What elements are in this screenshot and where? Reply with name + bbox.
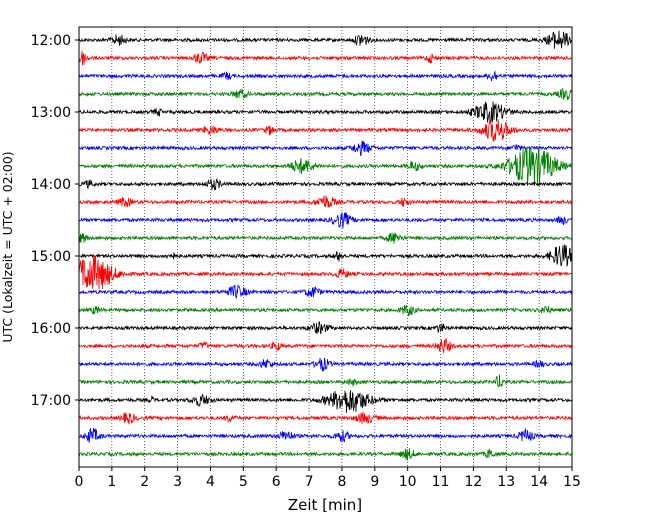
trace-line bbox=[78, 448, 573, 461]
trace-line bbox=[78, 30, 573, 49]
x-tick-label: 4 bbox=[206, 474, 215, 490]
trace-line bbox=[78, 195, 573, 208]
y-tick-label: 15:00 bbox=[31, 249, 71, 265]
x-tick-label: 0 bbox=[75, 474, 84, 490]
x-tick-label: 1 bbox=[107, 474, 116, 490]
y-tick-label: 16:00 bbox=[31, 321, 71, 337]
seismic-traces bbox=[78, 30, 573, 461]
y-tick-label: 12:00 bbox=[31, 33, 71, 49]
trace-line bbox=[78, 145, 573, 187]
trace-line bbox=[78, 118, 573, 142]
y-tick-label: 17:00 bbox=[31, 393, 71, 409]
x-axis: 0 1 2 3 4 5 6 7 8 9 10 11 12 13 14 15 bbox=[75, 467, 581, 490]
x-tick-label: 6 bbox=[272, 474, 281, 490]
x-tick-label: 11 bbox=[432, 474, 450, 490]
trace-line bbox=[78, 101, 573, 124]
x-tick-label: 2 bbox=[140, 474, 149, 490]
trace-line bbox=[78, 374, 573, 388]
trace-line bbox=[78, 389, 573, 413]
x-tick-label: 3 bbox=[173, 474, 182, 490]
x-tick-label: 10 bbox=[399, 474, 417, 490]
x-grid bbox=[111, 27, 540, 467]
trace-line bbox=[78, 357, 573, 372]
x-tick-label: 8 bbox=[337, 474, 346, 490]
trace-line bbox=[78, 337, 573, 354]
trace-line bbox=[78, 255, 573, 290]
trace-line bbox=[78, 50, 573, 66]
x-tick-label: 12 bbox=[464, 474, 482, 490]
y-tick-label: 14:00 bbox=[31, 177, 71, 193]
x-tick-label: 7 bbox=[305, 474, 314, 490]
y-axis: 12:00 13:00 14:00 15:00 16:00 17:00 bbox=[31, 33, 79, 409]
x-tick-label: 14 bbox=[530, 474, 548, 490]
y-tick-label: 13:00 bbox=[31, 105, 71, 121]
trace-line bbox=[78, 178, 573, 191]
y-axis-label: UTC (Lokalzeit = UTC + 02:00) bbox=[0, 151, 15, 342]
trace-line bbox=[78, 140, 573, 156]
trace-line bbox=[78, 284, 573, 299]
trace-line bbox=[78, 87, 573, 101]
trace-line bbox=[78, 427, 573, 443]
x-tick-label: 13 bbox=[497, 474, 515, 490]
x-tick-label: 15 bbox=[563, 474, 581, 490]
trace-line bbox=[78, 70, 573, 82]
x-tick-label: 5 bbox=[239, 474, 248, 490]
trace-line bbox=[78, 244, 573, 267]
x-tick-label: 9 bbox=[370, 474, 379, 490]
trace-line bbox=[78, 304, 573, 317]
trace-line bbox=[78, 411, 573, 425]
plot-border bbox=[78, 26, 573, 468]
trace-line bbox=[78, 321, 573, 335]
trace-line bbox=[78, 232, 573, 245]
x-axis-label: Zeit [min] bbox=[288, 496, 362, 514]
trace-line bbox=[78, 212, 573, 229]
